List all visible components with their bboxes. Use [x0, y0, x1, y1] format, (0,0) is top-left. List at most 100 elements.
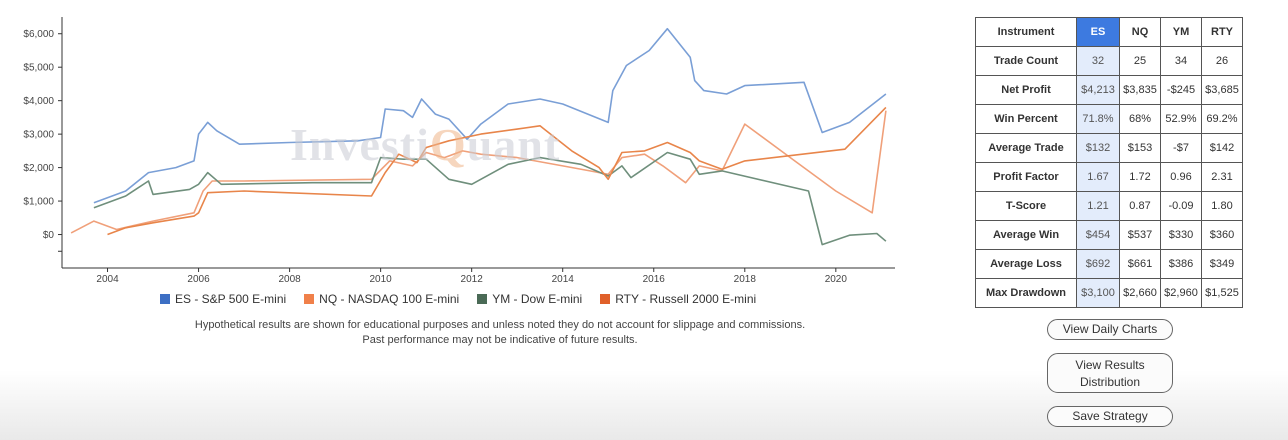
legend-label-rty: RTY - Russell 2000 E-mini	[615, 292, 757, 306]
stats-table: Instrument ES NQ YM RTY Trade Count 32 2…	[975, 17, 1243, 308]
header-nq[interactable]: NQ	[1119, 17, 1161, 47]
cell-nq: 0.87	[1119, 191, 1161, 221]
table-row: Average Trade $132 $153 -$7 $142	[975, 133, 1243, 163]
series-line-rty	[107, 106, 887, 236]
cell-rty: 26	[1201, 46, 1243, 76]
table-row: Average Win $454 $537 $330 $360	[975, 220, 1243, 250]
cell-rty: 1.80	[1201, 191, 1243, 221]
legend-label-es: ES - S&P 500 E-mini	[175, 292, 287, 306]
cell-ym: 0.96	[1160, 162, 1202, 192]
results-button-line-1: View Results	[1075, 358, 1145, 372]
cell-ym: -$7	[1160, 133, 1202, 163]
cell-rty: $3,685	[1201, 75, 1243, 105]
disclaimer-line-2: Past performance may not be indicative o…	[362, 334, 638, 346]
table-row: Max Drawdown $3,100 $2,660 $2,960 $1,525	[975, 278, 1243, 308]
cell-rty: $360	[1201, 220, 1243, 250]
y-tick-label: $5,000	[23, 63, 54, 74]
cell-ym: $386	[1160, 249, 1202, 279]
x-tick-label: 2014	[552, 274, 575, 285]
cell-rty: $142	[1201, 133, 1243, 163]
table-row: Trade Count 32 25 34 26	[975, 46, 1243, 76]
legend-swatch-es	[160, 294, 170, 304]
cell-ym: -0.09	[1160, 191, 1202, 221]
header-rty[interactable]: RTY	[1201, 17, 1243, 47]
legend-swatch-nq	[304, 294, 315, 304]
legend-swatch-rty	[600, 294, 611, 304]
cell-rty: 2.31	[1201, 162, 1243, 192]
cell-es: 32	[1076, 46, 1120, 76]
row-label: Average Win	[975, 220, 1077, 250]
legend-label-ym: YM - Dow E-mini	[492, 292, 583, 306]
cell-nq: $661	[1119, 249, 1161, 279]
x-tick-label: 2010	[370, 274, 393, 285]
row-label: Average Trade	[975, 133, 1077, 163]
header-ym[interactable]: YM	[1160, 17, 1202, 47]
stats-header-row: Instrument ES NQ YM RTY	[975, 17, 1243, 47]
y-tick-label: $3,000	[23, 130, 54, 141]
cell-nq: 1.72	[1119, 162, 1161, 192]
x-tick-label: 2006	[187, 274, 210, 285]
x-tick-label: 2008	[278, 274, 301, 285]
row-label: T-Score	[975, 191, 1077, 221]
series-line-ym	[93, 151, 887, 246]
cell-ym: $2,960	[1160, 278, 1202, 308]
table-row: Win Percent 71.8% 68% 52.9% 69.2%	[975, 104, 1243, 134]
cell-ym: 52.9%	[1160, 104, 1202, 134]
cell-nq: $537	[1119, 220, 1161, 250]
row-label: Average Loss	[975, 249, 1077, 279]
row-label: Net Profit	[975, 75, 1077, 105]
y-tick-label: $0	[43, 230, 55, 241]
row-label: Win Percent	[975, 104, 1077, 134]
row-label: Trade Count	[975, 46, 1077, 76]
cell-rty: $1,525	[1201, 278, 1243, 308]
y-tick-label: $6,000	[23, 29, 54, 40]
cell-es: $3,100	[1076, 278, 1120, 308]
cell-nq: $153	[1119, 133, 1161, 163]
investiquant-watermark: InvestiQuant	[290, 119, 561, 170]
chart-legend: ES - S&P 500 E-mini NQ - NASDAQ 100 E-mi…	[160, 292, 756, 306]
cell-es: $692	[1076, 249, 1120, 279]
legend-item-es[interactable]: ES - S&P 500 E-mini	[160, 292, 286, 306]
cell-nq: 25	[1119, 46, 1161, 76]
header-es[interactable]: ES	[1076, 17, 1120, 47]
row-label: Max Drawdown	[975, 278, 1077, 308]
row-label: Profit Factor	[975, 162, 1077, 192]
disclaimer-line-1: Hypothetical results are shown for educa…	[194, 319, 806, 331]
results-button-line-2: Distribution	[1079, 375, 1141, 389]
legend-item-rty[interactable]: RTY - Russell 2000 E-mini	[600, 292, 756, 306]
y-tick-label: $2,000	[23, 163, 54, 174]
legend-swatch-ym	[477, 294, 488, 304]
save-strategy-button[interactable]: Save Strategy	[1047, 406, 1173, 427]
x-tick-label: 2020	[825, 274, 848, 285]
cell-nq: 68%	[1119, 104, 1161, 134]
y-tick-label: $1,000	[23, 197, 54, 208]
disclaimer: Hypothetical results are shown for educa…	[80, 318, 920, 348]
cell-ym: 34	[1160, 46, 1202, 76]
x-tick-label: 2004	[96, 274, 119, 285]
series-line-es	[93, 27, 887, 204]
cell-nq: $2,660	[1119, 278, 1161, 308]
legend-label-nq: NQ - NASDAQ 100 E-mini	[319, 292, 460, 306]
series-line-nq	[70, 110, 887, 234]
table-row: Average Loss $692 $661 $386 $349	[975, 249, 1243, 279]
legend-item-ym[interactable]: YM - Dow E-mini	[477, 292, 582, 306]
cell-ym: -$245	[1160, 75, 1202, 105]
x-tick-label: 2018	[734, 274, 757, 285]
equity-chart: $0 $1,000 $2,000 $3,000 $4,000 $5,000 $6,000 20…	[23, 17, 895, 285]
view-daily-charts-button[interactable]: View Daily Charts	[1047, 319, 1173, 340]
cell-rty: 69.2%	[1201, 104, 1243, 134]
cell-es: 1.67	[1076, 162, 1120, 192]
cell-es: 71.8%	[1076, 104, 1120, 134]
table-row: Profit Factor 1.67 1.72 0.96 2.31	[975, 162, 1243, 192]
cell-es: $4,213	[1076, 75, 1120, 105]
cell-es: $132	[1076, 133, 1120, 163]
table-row: Net Profit $4,213 $3,835 -$245 $3,685	[975, 75, 1243, 105]
x-tick-label: 2016	[643, 274, 666, 285]
view-results-distribution-button[interactable]: View Results Distribution	[1047, 353, 1173, 393]
cell-nq: $3,835	[1119, 75, 1161, 105]
x-tick-label: 2012	[461, 274, 484, 285]
legend-item-nq[interactable]: NQ - NASDAQ 100 E-mini	[304, 292, 459, 306]
y-tick-label: $4,000	[23, 96, 54, 107]
cell-ym: $330	[1160, 220, 1202, 250]
cell-es: $454	[1076, 220, 1120, 250]
